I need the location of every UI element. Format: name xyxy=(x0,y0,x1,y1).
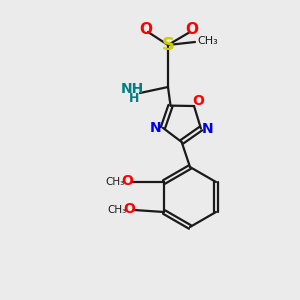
Text: O: O xyxy=(185,22,199,38)
Text: CH₃: CH₃ xyxy=(107,205,127,215)
Text: H: H xyxy=(129,92,139,104)
Text: CH₃: CH₃ xyxy=(198,36,218,46)
Text: N: N xyxy=(202,122,214,136)
Text: CH₃: CH₃ xyxy=(105,177,124,187)
Text: NH: NH xyxy=(120,82,144,96)
Text: N: N xyxy=(150,121,162,135)
Text: S: S xyxy=(161,36,175,54)
Text: O: O xyxy=(140,22,152,38)
Text: O: O xyxy=(121,174,133,188)
Text: O: O xyxy=(123,202,135,216)
Text: O: O xyxy=(192,94,204,108)
